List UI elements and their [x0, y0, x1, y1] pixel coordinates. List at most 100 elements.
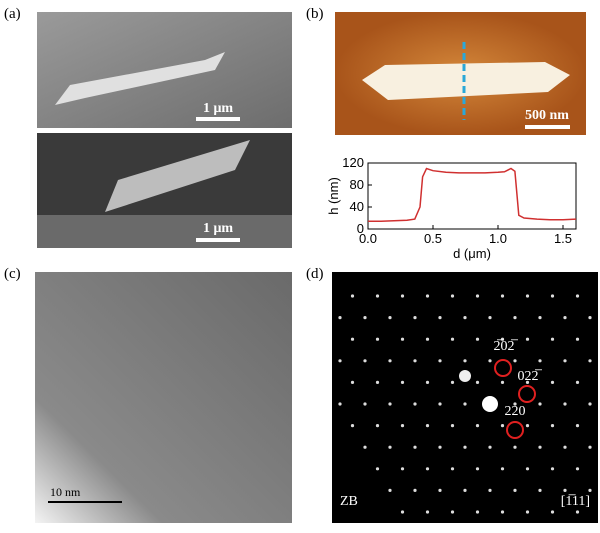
spot [438, 316, 442, 320]
spot [438, 488, 442, 492]
panel-c: (c) 10 nm [4, 266, 292, 523]
spot [550, 294, 555, 298]
spot [463, 359, 467, 363]
panel-label: (d) [306, 266, 324, 282]
spot [375, 467, 380, 471]
spot [563, 445, 567, 449]
spot [413, 488, 417, 492]
spot [438, 359, 442, 363]
spot [475, 467, 480, 471]
spot [400, 337, 405, 341]
spot [513, 445, 517, 449]
spot [500, 510, 505, 514]
spot [525, 467, 530, 471]
substrate [37, 215, 292, 248]
spot [463, 445, 467, 449]
spot [575, 467, 580, 471]
y-tick-label: 120 [342, 155, 364, 170]
spot [450, 424, 455, 428]
spot [375, 380, 380, 384]
spot [550, 424, 555, 428]
spot [413, 359, 417, 363]
spot [363, 445, 367, 449]
x-tick-label: 1.5 [554, 231, 572, 246]
scale-label: 10 nm [50, 485, 81, 499]
spot [588, 488, 592, 492]
spot [513, 316, 517, 320]
height-profile: 0 40 80 120 0.0 0.5 1.0 1.5 d (μm) h (nm) [326, 155, 577, 261]
spot [575, 337, 580, 341]
spot [413, 402, 417, 406]
spot [338, 359, 342, 363]
spot [375, 294, 380, 298]
zone-axis-label: [1̅11] [561, 494, 590, 509]
y-tick-label: 40 [350, 199, 364, 214]
spot [363, 359, 367, 363]
spot [538, 316, 542, 320]
indexed-spot [494, 359, 512, 377]
spot [525, 337, 530, 341]
spot [513, 402, 517, 406]
spot [438, 445, 442, 449]
spot [550, 380, 555, 384]
x-tick-label: 0.5 [424, 231, 442, 246]
spot [538, 402, 542, 406]
spot [475, 294, 480, 298]
spot [438, 402, 442, 406]
y-axis-label: h (nm) [326, 177, 341, 215]
spot [563, 488, 567, 492]
plot-frame [367, 162, 577, 230]
panel-a: (a) 1 μm 1 μm [4, 6, 292, 248]
spot [425, 380, 430, 384]
spot [450, 510, 455, 514]
spot [350, 294, 355, 298]
spot [475, 424, 480, 428]
spot [363, 402, 367, 406]
profile-line [368, 167, 577, 223]
spot [588, 402, 592, 406]
spot [463, 316, 467, 320]
nanosheet [55, 52, 225, 105]
spot [400, 467, 405, 471]
tem-image [35, 272, 292, 523]
panel-label: (a) [4, 6, 21, 22]
spot [550, 467, 555, 471]
spot [338, 402, 342, 406]
nanosheet [362, 62, 570, 100]
x-axis-label: d (μm) [453, 246, 491, 261]
spot [450, 467, 455, 471]
spot [525, 510, 530, 514]
spot [388, 488, 392, 492]
spot [563, 359, 567, 363]
spot [525, 424, 530, 428]
spot [563, 316, 567, 320]
spot-label: 220 [505, 404, 526, 419]
spot [500, 380, 505, 384]
spot [488, 316, 492, 320]
spot [425, 337, 430, 341]
spot [575, 424, 580, 428]
x-tick-label: 1.0 [489, 231, 507, 246]
spot [413, 445, 417, 449]
x-tick-label: 0.0 [359, 231, 377, 246]
spot [575, 294, 580, 298]
spot [459, 370, 471, 382]
spot [538, 488, 542, 492]
phase-label: ZB [340, 494, 358, 509]
diffraction-image [332, 272, 598, 523]
spot [575, 380, 580, 384]
spot [538, 359, 542, 363]
spot [475, 380, 480, 384]
spot [463, 402, 467, 406]
spot [488, 488, 492, 492]
spot-label: 022̅ [518, 369, 543, 384]
spot [350, 424, 355, 428]
scale-label: 1 μm [203, 101, 233, 116]
y-tick-label: 80 [350, 177, 364, 192]
spot [350, 380, 355, 384]
spot [588, 359, 592, 363]
spot [425, 467, 430, 471]
spot [350, 337, 355, 341]
spot [400, 294, 405, 298]
spot [363, 316, 367, 320]
